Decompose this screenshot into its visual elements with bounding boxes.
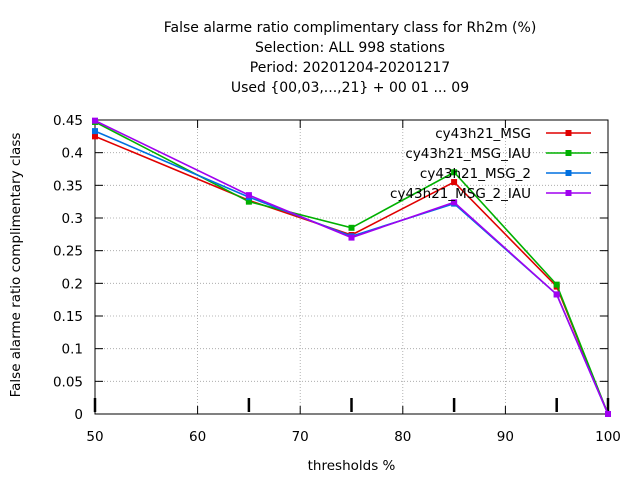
data-point: [451, 199, 458, 206]
y-tick-label: 0.2: [62, 276, 83, 292]
y-tick-label: 0.1: [62, 342, 83, 358]
legend-swatch-marker: [565, 190, 572, 196]
data-point: [348, 234, 355, 241]
y-tick-label: 0.15: [53, 309, 83, 325]
x-axis-label: thresholds %: [308, 458, 396, 474]
legend-label: cy43h21_MSG: [435, 126, 531, 142]
legend: cy43h21_MSG cy43h21_MSG_IAU cy43h21_MSG_2c…: [390, 126, 591, 202]
legend-label: cy43h21_MSG_2_IAU: [390, 186, 531, 202]
data-point: [348, 224, 355, 231]
plot-frame: [94, 119, 609, 415]
legend-label: cy43h21_MSG_IAU: [405, 146, 531, 162]
data-point: [605, 411, 611, 417]
series-line: [94, 119, 609, 415]
data-point: [92, 128, 98, 135]
y-tick-label: 0.45: [53, 113, 83, 129]
series-1: [92, 133, 611, 417]
data-point: [553, 291, 560, 298]
x-tick-label: 70: [292, 429, 309, 445]
chart-title-line-2: Selection: ALL 998 stations: [255, 40, 445, 56]
legend-swatch-marker: [565, 130, 572, 136]
series-lines: [92, 117, 611, 417]
x-tick-label: 100: [595, 429, 621, 445]
legend-swatch-marker: [565, 150, 572, 156]
y-axis-label: False alarme ratio complimentary class: [8, 133, 24, 398]
x-tick-label: 80: [394, 429, 411, 445]
y-tick-label: 0.4: [62, 146, 83, 162]
data-point: [553, 281, 560, 288]
series-4: [92, 117, 611, 417]
series-line: [94, 121, 609, 415]
x-tick-label: 90: [497, 429, 514, 445]
chart-title-line-4: Used {00,03,...,21} + 00 01 ... 09: [230, 80, 470, 96]
axis-ticks: 0 0.05 0.1 0.15 0.2 0.25 0.3 0.35 0.4 0.45 50 60 70 8…: [53, 113, 621, 445]
x-tick-label: 60: [189, 429, 206, 445]
legend-label: cy43h21_MSG_2: [420, 166, 531, 182]
chart-title-line-3: Period: 20201204-20201217: [249, 60, 451, 76]
data-point: [451, 169, 458, 176]
series-line: [94, 130, 609, 415]
data-point: [92, 133, 98, 140]
y-tick-label: 0.25: [53, 244, 83, 260]
data-point: [245, 192, 252, 199]
x-tick-label: 50: [86, 429, 103, 445]
data-point: [451, 179, 458, 186]
legend-swatch-marker: [565, 170, 572, 176]
y-tick-label: 0.3: [62, 211, 83, 227]
grid: [95, 120, 608, 414]
chart-title-line-1: False alarme ratio complimentary class f…: [163, 20, 537, 36]
data-point: [92, 117, 98, 124]
y-tick-label: 0.05: [53, 374, 83, 390]
y-tick-label: 0: [74, 407, 83, 423]
data-point: [245, 198, 252, 205]
series-line: [94, 135, 609, 415]
y-tick-label: 0.35: [53, 178, 83, 194]
